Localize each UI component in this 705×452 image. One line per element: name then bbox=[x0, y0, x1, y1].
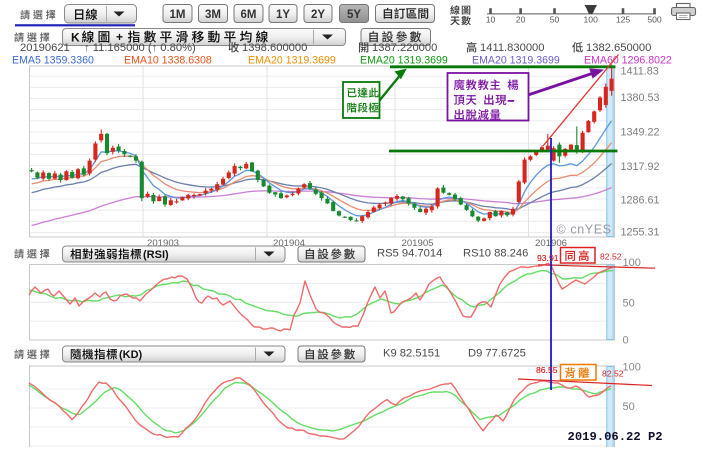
svg-text:93.91: 93.91 bbox=[537, 253, 559, 263]
svg-text:1M: 1M bbox=[170, 9, 186, 21]
svg-text:100: 100 bbox=[623, 257, 641, 269]
svg-text:50: 50 bbox=[550, 15, 560, 25]
svg-text:6M: 6M bbox=[241, 9, 257, 21]
svg-text:50: 50 bbox=[623, 401, 635, 413]
svg-text:500: 500 bbox=[647, 15, 662, 25]
svg-text:125: 125 bbox=[616, 15, 631, 25]
svg-text:100: 100 bbox=[623, 362, 641, 374]
svg-text:93.91: 93.91 bbox=[537, 253, 559, 263]
svg-text:(KD): (KD) bbox=[119, 349, 143, 361]
svg-text:EMA20 1319.3699: EMA20 1319.3699 bbox=[248, 55, 336, 67]
svg-text:86.55: 86.55 bbox=[536, 365, 558, 375]
svg-text:1286.61: 1286.61 bbox=[621, 195, 660, 207]
svg-text:↑ 11.165000 (↑ 0.80%): ↑ 11.165000 (↑ 0.80%) bbox=[84, 42, 196, 54]
svg-text:20190621: 20190621 bbox=[20, 42, 70, 54]
svg-text:(RSI): (RSI) bbox=[143, 249, 169, 261]
svg-text:86.55: 86.55 bbox=[536, 365, 558, 375]
svg-text:201903: 201903 bbox=[147, 238, 179, 249]
svg-text:201905: 201905 bbox=[401, 238, 433, 249]
svg-text:+: + bbox=[116, 30, 123, 44]
svg-text:K9 82.5151: K9 82.5151 bbox=[383, 348, 440, 360]
svg-text:1349.22: 1349.22 bbox=[621, 127, 660, 139]
svg-text:1317.92: 1317.92 bbox=[621, 161, 660, 173]
svg-text:1255.31: 1255.31 bbox=[621, 227, 660, 239]
svg-text:D9 77.6725: D9 77.6725 bbox=[468, 348, 526, 360]
svg-text:20: 20 bbox=[516, 15, 526, 25]
svg-text:2Y: 2Y bbox=[311, 9, 325, 21]
svg-text:1411.83: 1411.83 bbox=[621, 66, 659, 78]
svg-text:3M: 3M bbox=[205, 9, 221, 21]
svg-text:© cnYES: © cnYES bbox=[557, 223, 612, 237]
svg-text:82.52: 82.52 bbox=[600, 252, 622, 262]
svg-text:K: K bbox=[71, 31, 80, 45]
svg-text:EMA20 1319.3699: EMA20 1319.3699 bbox=[360, 55, 448, 67]
svg-text:100: 100 bbox=[584, 15, 599, 25]
svg-text:50: 50 bbox=[623, 297, 635, 309]
svg-text:1411.830000: 1411.830000 bbox=[480, 42, 545, 54]
svg-text:RS5 94.7014: RS5 94.7014 bbox=[377, 248, 442, 260]
svg-text:1398.600000: 1398.600000 bbox=[242, 42, 307, 54]
svg-text:1Y: 1Y bbox=[276, 9, 290, 21]
svg-text:EMA60 1296.8022: EMA60 1296.8022 bbox=[584, 55, 672, 67]
svg-text:EMA20 1319.3699: EMA20 1319.3699 bbox=[472, 55, 560, 67]
svg-text:82.52: 82.52 bbox=[602, 369, 624, 379]
svg-text:1382.650000: 1382.650000 bbox=[586, 42, 651, 54]
svg-text:2019.06.22 P2: 2019.06.22 P2 bbox=[568, 430, 663, 444]
svg-text:5Y: 5Y bbox=[347, 9, 361, 21]
svg-text:201904: 201904 bbox=[273, 238, 306, 249]
svg-text:10: 10 bbox=[486, 15, 496, 25]
svg-text:RS10 88.246: RS10 88.246 bbox=[463, 248, 528, 260]
svg-text:1380.53: 1380.53 bbox=[621, 92, 660, 104]
svg-text:EMA10 1338.6308: EMA10 1338.6308 bbox=[124, 55, 212, 67]
svg-text:0: 0 bbox=[623, 335, 629, 347]
svg-text:EMA5 1359.3360: EMA5 1359.3360 bbox=[12, 55, 94, 67]
svg-text:1387.220000: 1387.220000 bbox=[372, 42, 437, 54]
